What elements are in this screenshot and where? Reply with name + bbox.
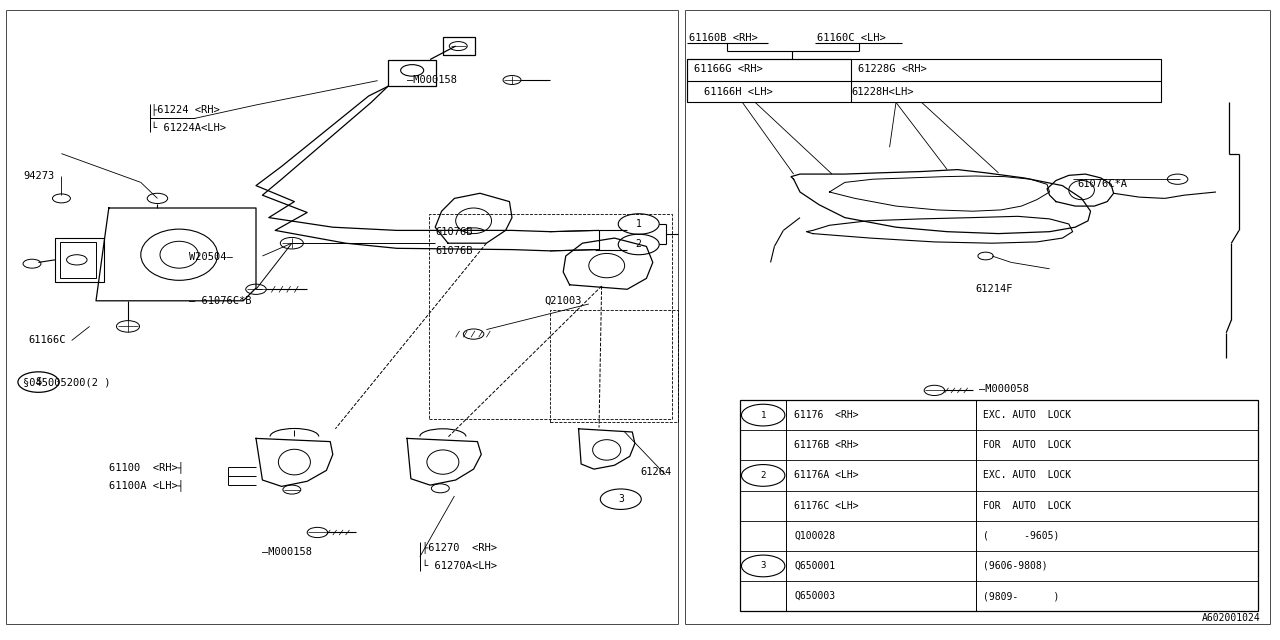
Text: 94273: 94273 — [23, 171, 54, 181]
Text: 61076C*A: 61076C*A — [1078, 179, 1128, 189]
Text: S: S — [36, 377, 41, 387]
Bar — [687, 59, 1161, 102]
Text: 61160B <RH>: 61160B <RH> — [689, 33, 758, 44]
Text: 2: 2 — [636, 239, 641, 250]
Text: EXC. AUTO  LOCK: EXC. AUTO LOCK — [983, 410, 1071, 420]
Text: 61228H<LH>: 61228H<LH> — [851, 86, 914, 97]
Text: 61166G <RH>: 61166G <RH> — [694, 64, 763, 74]
Bar — [740, 400, 1258, 611]
Text: 1: 1 — [636, 219, 641, 229]
Text: (9606-9808): (9606-9808) — [983, 561, 1048, 571]
Text: 61176B <RH>: 61176B <RH> — [794, 440, 859, 451]
Text: 3: 3 — [618, 494, 623, 504]
Text: §045005200(2 ): §045005200(2 ) — [23, 377, 110, 387]
Text: Q21003: Q21003 — [544, 296, 581, 306]
Text: Q100028: Q100028 — [794, 531, 836, 541]
Text: ―M000158: ―M000158 — [407, 75, 457, 85]
Text: 3: 3 — [760, 561, 765, 570]
Bar — [60, 242, 96, 278]
Text: 2: 2 — [760, 471, 765, 480]
Text: └ 61224A<LH>: └ 61224A<LH> — [151, 123, 227, 133]
Text: W20504―: W20504― — [189, 252, 233, 262]
Text: 61176C <LH>: 61176C <LH> — [794, 500, 859, 511]
Text: 61076B: 61076B — [435, 246, 472, 256]
Text: (      -9605): ( -9605) — [983, 531, 1060, 541]
Text: A602001024: A602001024 — [1202, 612, 1261, 623]
Bar — [388, 60, 436, 86]
Text: EXC. AUTO  LOCK: EXC. AUTO LOCK — [983, 470, 1071, 481]
Bar — [429, 214, 672, 419]
Text: 61100A <LH>┤: 61100A <LH>┤ — [109, 479, 184, 491]
Text: ├61270  <RH>: ├61270 <RH> — [422, 541, 498, 553]
Text: 61176  <RH>: 61176 <RH> — [794, 410, 859, 420]
Text: 61166H <LH>: 61166H <LH> — [704, 86, 773, 97]
Text: FOR  AUTO  LOCK: FOR AUTO LOCK — [983, 500, 1071, 511]
Text: 61100  <RH>┤: 61100 <RH>┤ — [109, 461, 184, 473]
Text: 61166C: 61166C — [28, 335, 65, 346]
Bar — [55, 238, 104, 282]
Text: 61160C <LH>: 61160C <LH> — [817, 33, 886, 44]
Bar — [443, 37, 475, 55]
Text: └ 61270A<LH>: └ 61270A<LH> — [422, 561, 498, 572]
Text: ―M000158: ―M000158 — [262, 547, 312, 557]
Text: ├61224 <RH>: ├61224 <RH> — [151, 103, 220, 115]
Bar — [550, 310, 678, 422]
Text: FOR  AUTO  LOCK: FOR AUTO LOCK — [983, 440, 1071, 451]
Text: 61214F: 61214F — [975, 284, 1012, 294]
Text: Q650001: Q650001 — [794, 561, 836, 571]
Text: ― 61076C*B: ― 61076C*B — [189, 296, 252, 306]
Text: 61228G <RH>: 61228G <RH> — [858, 64, 927, 74]
Text: ―M000058: ―M000058 — [979, 384, 1029, 394]
Text: 61076B: 61076B — [435, 227, 472, 237]
Text: 1: 1 — [760, 411, 765, 420]
Text: (9809-      ): (9809- ) — [983, 591, 1060, 601]
Text: 61264: 61264 — [640, 467, 671, 477]
Text: 61176A <LH>: 61176A <LH> — [794, 470, 859, 481]
Text: Q650003: Q650003 — [794, 591, 836, 601]
